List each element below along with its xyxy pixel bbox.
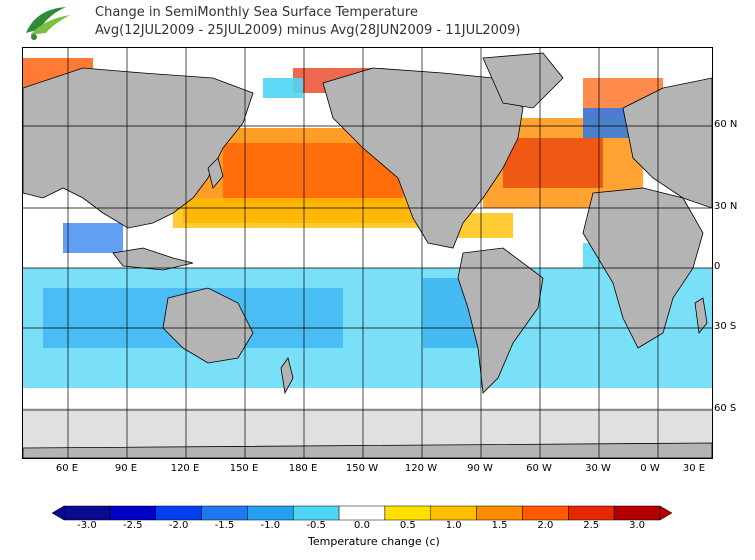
scale-tick-label: 0.5 <box>399 520 416 531</box>
scale-swatch <box>292 505 340 521</box>
graticule <box>23 48 712 458</box>
map-canvas <box>23 48 712 458</box>
japan-island <box>207 157 224 189</box>
color-scale-bar <box>52 505 672 521</box>
scale-tick-label: -3.0 <box>77 520 97 531</box>
scale-tick-label: -1.0 <box>260 520 281 531</box>
scale-swatch <box>568 505 615 521</box>
asia-landmass <box>23 67 254 229</box>
sst-change-map <box>22 47 713 459</box>
scale-tick-label: 3.0 <box>629 520 646 531</box>
lon-label: 0 W <box>640 463 660 474</box>
greenland-landmass <box>482 52 564 109</box>
lon-label: 60 E <box>55 463 79 474</box>
scale-swatch <box>430 505 477 521</box>
scale-tick-label: -2.0 <box>168 520 189 531</box>
color-scale-label: Temperature change (c) <box>308 535 440 548</box>
eurasia-right-landmass <box>622 77 712 209</box>
scale-arrow-low <box>52 505 65 521</box>
indonesia-islands <box>112 247 194 271</box>
map-title: Change in SemiMonthly Sea Surface Temper… <box>95 4 521 40</box>
scale-tick-label: -1.5 <box>214 520 235 531</box>
scale-swatch <box>476 505 523 521</box>
landmasses <box>23 52 712 458</box>
lon-label: 60 W <box>526 463 552 474</box>
scale-swatch <box>63 505 111 521</box>
title-line-1: Change in SemiMonthly Sea Surface Temper… <box>95 5 418 20</box>
lon-label: 120 W <box>404 463 438 474</box>
scale-tick-label: 1.0 <box>445 520 462 531</box>
scale-tick-label: -0.5 <box>306 520 326 531</box>
lon-label: 90 E <box>114 463 138 474</box>
lon-label: 150 E <box>229 463 259 474</box>
scale-tick-label: 1.5 <box>491 520 508 531</box>
australia-landmass <box>162 287 254 364</box>
scale-swatch <box>522 505 569 521</box>
scale-tick-label: 0.0 <box>354 520 370 531</box>
lat-label-60n: 60 N <box>714 119 738 130</box>
lon-label: 120 E <box>170 463 200 474</box>
lat-label-60s: 60 S <box>714 403 737 414</box>
scale-swatch <box>384 505 432 521</box>
scale-tick-label: -2.5 <box>123 520 143 531</box>
lat-label-30s: 30 S <box>714 321 737 332</box>
lon-label: 150 W <box>345 463 379 474</box>
scale-swatch <box>338 505 386 521</box>
madagascar-island <box>694 297 708 334</box>
lon-label: 30 W <box>585 463 611 474</box>
lat-label-0: 0 <box>714 261 721 272</box>
lat-label-30n: 30 N <box>714 201 738 212</box>
lon-label: 180 E <box>288 463 318 474</box>
agency-logo <box>26 7 70 40</box>
new-zealand-island <box>280 357 294 395</box>
scale-arrow-high <box>659 505 672 521</box>
scale-tick-label: 2.0 <box>537 520 554 531</box>
north-america-landmass <box>322 67 524 249</box>
scale-swatch <box>109 505 156 521</box>
scale-swatch <box>247 505 294 521</box>
scale-tick-label: 2.5 <box>583 520 600 531</box>
scale-swatch <box>155 505 202 521</box>
scale-swatch <box>613 505 661 521</box>
scale-swatch <box>201 505 248 521</box>
lon-label: 30 E <box>682 463 706 474</box>
title-line-2: Avg(12JUL2009 - 25JUL2009) minus Avg(28J… <box>95 23 521 38</box>
lon-label: 90 W <box>467 463 493 474</box>
